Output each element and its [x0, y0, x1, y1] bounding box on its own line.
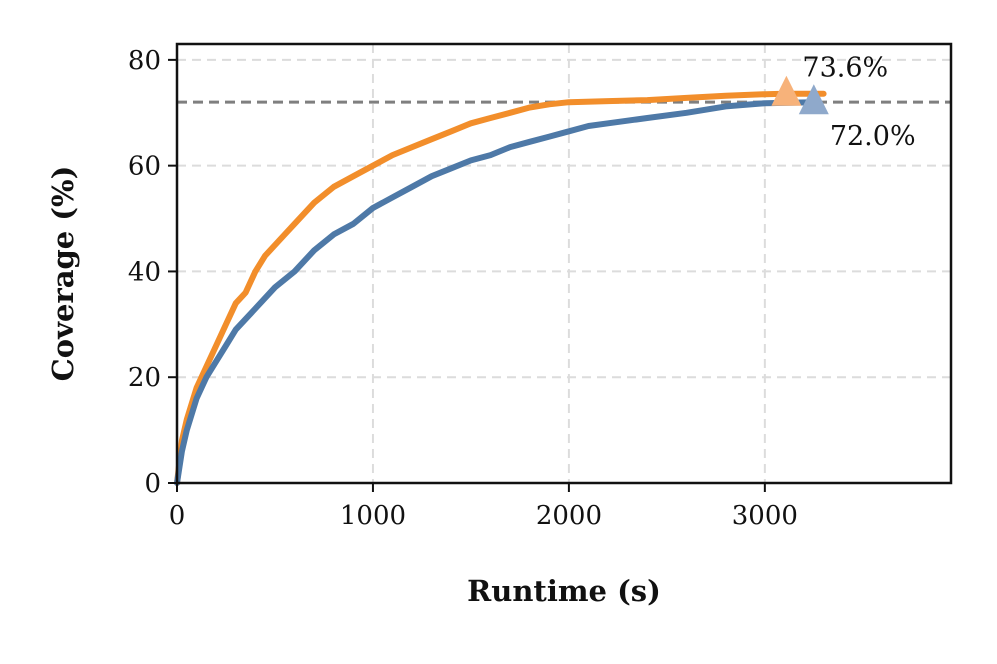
axis-ticks: 0 1000 2000 3000 0 20 40 60 80	[128, 46, 798, 531]
series-layer	[174, 90, 827, 486]
plot-frame	[175, 42, 953, 485]
grid-lines	[177, 44, 951, 483]
x-tick-label-2000: 2000	[536, 501, 602, 531]
y-tick-label-60: 60	[128, 152, 161, 182]
marker-label-2: 72.0%	[830, 121, 916, 152]
y-tick-label-40: 40	[128, 257, 161, 287]
y-tick-label-20: 20	[128, 363, 161, 393]
marker-triangle-1	[771, 75, 802, 106]
series-line-1	[174, 90, 827, 486]
x-axis-title: Runtime (s)	[467, 574, 661, 608]
marker-triangle-2	[798, 84, 829, 115]
x-tick-label-0: 0	[169, 501, 186, 531]
y-tick-label-80: 80	[128, 46, 161, 76]
series-line-2	[174, 99, 817, 486]
x-tick-label-1000: 1000	[340, 501, 406, 531]
y-tick-label-0: 0	[144, 469, 161, 499]
marker-label-1: 73.6%	[802, 53, 888, 84]
marker-layer: 73.6% 72.0%	[771, 53, 916, 152]
y-axis-title: Coverage (%)	[46, 166, 80, 382]
x-tick-label-3000: 3000	[732, 501, 798, 531]
